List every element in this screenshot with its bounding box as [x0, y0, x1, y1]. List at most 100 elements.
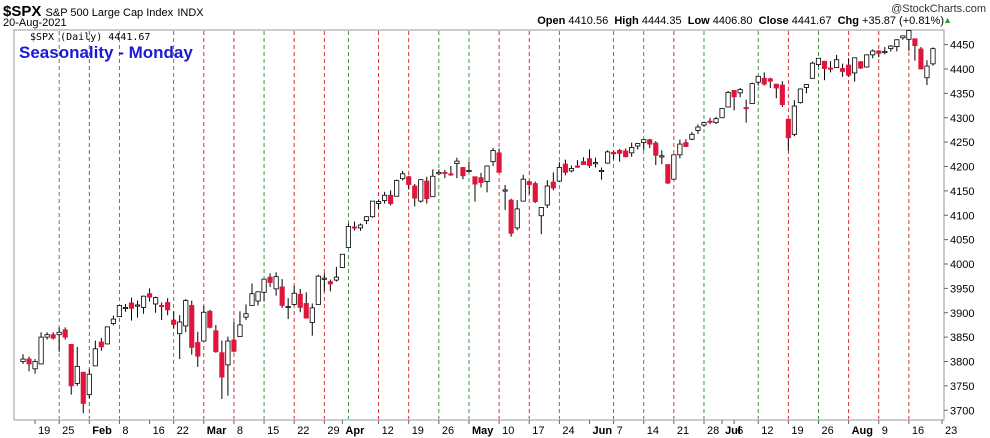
plot-frame: [13, 29, 945, 421]
x-tick-label: 7: [617, 425, 623, 437]
x-tick-label: 17: [532, 425, 544, 437]
x-tick-label: 21: [677, 425, 689, 437]
candle-down: [327, 281, 333, 285]
candle-up: [466, 169, 472, 172]
candle-down: [279, 286, 285, 306]
candle-down: [526, 181, 532, 185]
high-value: 4444.35: [641, 15, 682, 27]
candle-up: [725, 92, 731, 108]
candle-up: [261, 278, 267, 293]
chart-title: Seasonality - Monday: [19, 43, 193, 62]
y-tick-label: 3700: [950, 405, 974, 417]
y-tick-label: 3900: [950, 308, 974, 320]
candle-down: [827, 67, 834, 70]
candle-down: [195, 342, 201, 357]
x-tick-label: 29: [327, 425, 339, 437]
candle-up: [201, 311, 207, 342]
candle-up: [285, 306, 291, 309]
high-label: High: [614, 15, 639, 27]
chart-header: $SPX S&P 500 Large Cap Index INDX 20-Aug…: [0, 0, 990, 30]
candle-down: [26, 358, 32, 365]
candle-up: [255, 291, 261, 302]
candle-down: [424, 180, 430, 200]
candle-up: [894, 39, 900, 47]
candle-up: [641, 139, 647, 144]
candle-down: [912, 38, 918, 47]
candle-up: [177, 321, 183, 335]
candle-down: [761, 77, 767, 85]
x-axis: 19 25 Feb 8 16 22 Mar 8 15 22 29 Apr 12 19 26 May 10 17 24…: [34, 420, 957, 437]
candle-down: [412, 185, 418, 199]
candle-up: [484, 165, 490, 183]
open-label: Open: [537, 15, 566, 27]
y-tick-label: 4300: [950, 113, 974, 125]
candle-up: [870, 50, 876, 56]
candle-up: [375, 201, 382, 204]
candle-up: [454, 160, 460, 164]
candle-down: [207, 310, 213, 328]
candle-up: [852, 57, 858, 74]
candle-down: [50, 334, 56, 339]
candle-down: [876, 50, 882, 54]
x-tick-label: 28: [707, 425, 719, 437]
x-tick-label: 6: [737, 425, 743, 437]
candle-up: [556, 167, 562, 182]
candle-up: [382, 194, 388, 202]
close-label: Close: [758, 15, 789, 27]
change-value: +35.87 (+0.81%): [862, 15, 944, 27]
candle-up: [291, 292, 297, 305]
candle-down: [472, 176, 478, 185]
candle-up: [56, 331, 62, 336]
candle-down: [779, 84, 785, 105]
legend-label: $SPX (Daily) 4441.67: [30, 32, 150, 43]
candle-down: [80, 371, 86, 404]
candle-down: [647, 139, 653, 145]
candle-up: [604, 151, 611, 164]
candle-down: [406, 176, 412, 185]
candle-up: [888, 45, 894, 49]
candle-up: [243, 313, 249, 318]
candle-up: [430, 175, 436, 198]
candle-up: [502, 189, 508, 192]
x-tick-label: 26: [442, 425, 454, 437]
candle-down: [773, 83, 779, 89]
candle-up: [309, 307, 315, 323]
y-tick-label: 4450: [950, 40, 974, 52]
candle-up: [225, 340, 231, 366]
candle-up: [514, 208, 520, 229]
y-tick-label: 3850: [950, 332, 974, 344]
candle-up: [357, 224, 364, 229]
as-of-date: 20-Aug-2021: [3, 17, 67, 29]
up-arrow-icon: ▲: [943, 15, 952, 25]
x-tick-label: Jul: [725, 425, 741, 437]
candle-down: [146, 293, 153, 298]
candle-up: [74, 365, 80, 384]
x-tick-label: 14: [647, 425, 659, 437]
x-tick-label: 12: [382, 425, 394, 437]
low-label: Low: [687, 15, 710, 27]
candle-up: [629, 147, 635, 154]
candle-down: [574, 165, 581, 168]
candle-up: [791, 105, 797, 135]
candle-up: [719, 108, 725, 119]
x-tick-label: 22: [297, 425, 309, 437]
candle-up: [418, 179, 424, 202]
candle-up: [520, 178, 526, 202]
y-tick-label: 4050: [950, 235, 974, 247]
x-tick-label: Feb: [92, 425, 112, 437]
x-tick-label: 19: [412, 425, 424, 437]
y-tick-label: 3750: [950, 381, 974, 393]
y-tick-label: 3950: [950, 283, 974, 295]
candle-down: [743, 107, 749, 110]
candle-up: [689, 133, 695, 140]
candle-up: [749, 83, 755, 105]
candle-down: [821, 60, 828, 69]
candle-down: [496, 152, 502, 173]
x-tick-label: 23: [945, 425, 957, 437]
y-tick-label: 3800: [950, 357, 974, 369]
candle-up: [436, 171, 442, 175]
candle-up: [882, 51, 888, 54]
candle-up: [713, 118, 719, 124]
candle-down: [846, 64, 852, 76]
candle-down: [351, 226, 358, 229]
